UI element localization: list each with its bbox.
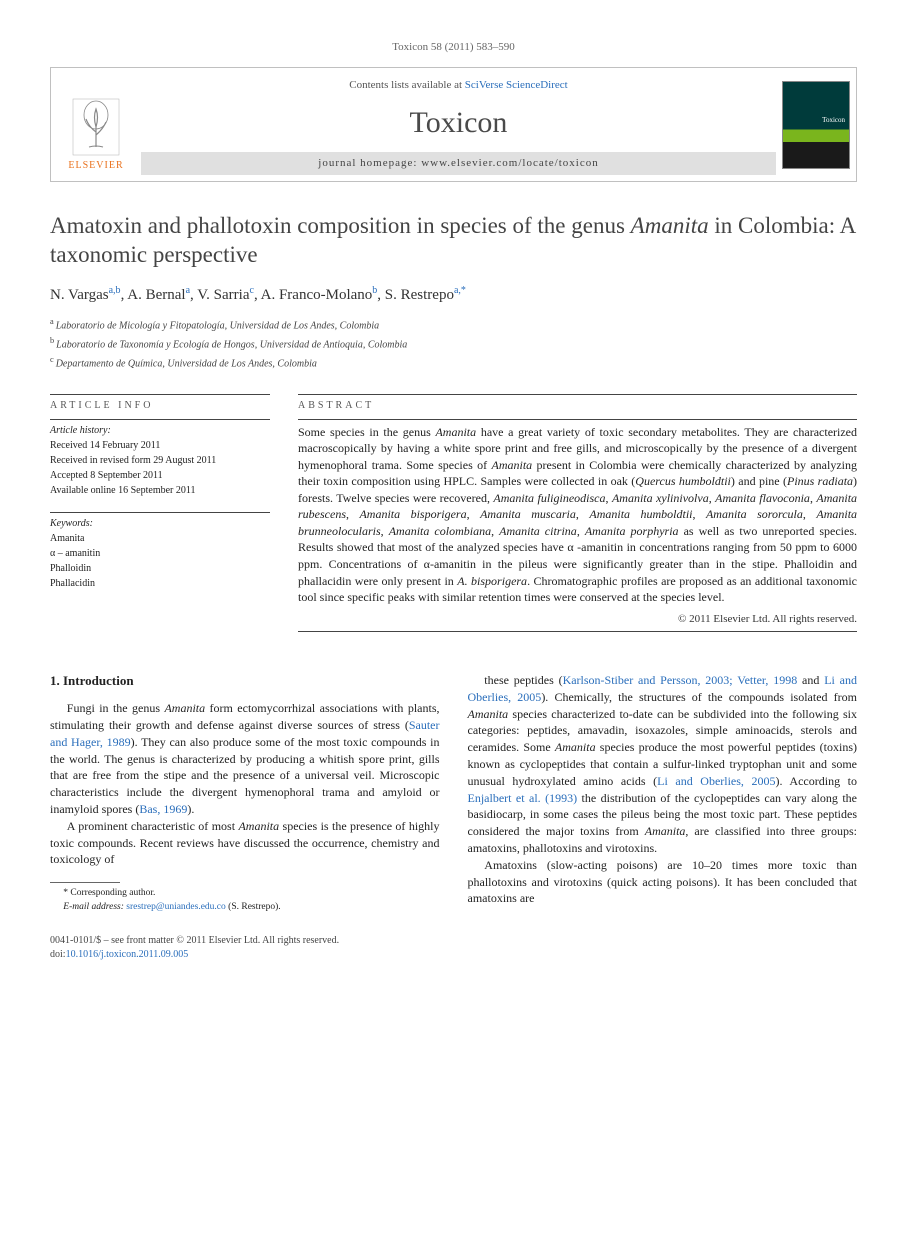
journal-header: ELSEVIER Contents lists available at Sci… <box>50 67 857 182</box>
citation-link[interactable]: Bas, 1969 <box>139 802 187 816</box>
sciencedirect-link[interactable]: SciVerse ScienceDirect <box>465 79 568 91</box>
corresponding-author-note: * Corresponding author. <box>50 887 440 900</box>
author-list: N. Vargasa,b, A. Bernala, V. Sarriac, A.… <box>50 284 857 306</box>
keywords-block: Keywords: Amanita α – amanitin Phalloidi… <box>50 517 270 591</box>
author: V. Sarriac <box>197 287 254 303</box>
journal-cover-cell <box>776 68 856 181</box>
article-title: Amatoxin and phallotoxin composition in … <box>50 212 857 270</box>
copyright-line: © 2011 Elsevier Ltd. All rights reserved… <box>298 612 857 627</box>
email-link[interactable]: srestrep@uniandes.edu.co <box>126 902 226 912</box>
abstract-text: Some species in the genus Amanita have a… <box>298 424 857 606</box>
publisher-name: ELSEVIER <box>68 159 123 173</box>
author: A. Bernala <box>127 287 190 303</box>
introduction-heading: 1. Introduction <box>50 672 440 690</box>
body-paragraph-col2-2: Amatoxins (slow-acting poisons) are 10–2… <box>468 857 858 907</box>
article-info-heading: article info <box>50 399 270 413</box>
author: A. Franco-Molanob <box>261 287 378 303</box>
affiliation: bLaboratorio de Taxonomía y Ecología de … <box>50 335 857 352</box>
publisher-logo: ELSEVIER <box>51 68 141 181</box>
affiliations: aLaboratorio de Micología y Fitopatologí… <box>50 316 857 372</box>
body-paragraph-col2-1: these peptides (Karlson-Stiber and Perss… <box>468 672 858 857</box>
citation-link[interactable]: Li and Oberlies, 2005 <box>657 774 775 788</box>
page-footer: 0041-0101/$ – see front matter © 2011 El… <box>50 934 857 962</box>
contents-available: Contents lists available at SciVerse Sci… <box>141 78 776 93</box>
journal-homepage: journal homepage: www.elsevier.com/locat… <box>141 152 776 175</box>
author: N. Vargasa,b <box>50 287 121 303</box>
intro-paragraph-2: A prominent characteristic of most Amani… <box>50 818 440 868</box>
journal-title: Toxicon <box>141 102 776 144</box>
abstract-column: abstract Some species in the genus Amani… <box>298 390 857 636</box>
article-info-column: article info Article history: Received 1… <box>50 390 270 636</box>
doi-link[interactable]: 10.1016/j.toxicon.2011.09.005 <box>66 949 189 960</box>
body-text: 1. Introduction Fungi in the genus Amani… <box>50 672 857 914</box>
citation-link[interactable]: Enjalbert et al. (1993) <box>468 791 578 805</box>
journal-cover-thumbnail <box>782 81 850 169</box>
journal-reference: Toxicon 58 (2011) 583–590 <box>50 40 857 55</box>
article-history: Article history: Received 14 February 20… <box>50 424 270 498</box>
footnote-separator <box>50 882 120 883</box>
citation-link[interactable]: Karlson-Stiber and Persson, 2003; Vetter… <box>563 673 798 687</box>
affiliation: aLaboratorio de Micología y Fitopatologí… <box>50 316 857 333</box>
abstract-heading: abstract <box>298 399 857 413</box>
email-footnote: E-mail address: srestrep@uniandes.edu.co… <box>50 901 440 914</box>
intro-paragraph-1: Fungi in the genus Amanita form ectomyco… <box>50 700 440 818</box>
elsevier-tree-icon <box>71 97 121 157</box>
author: S. Restrepoa,* <box>385 287 466 303</box>
affiliation: cDepartamento de Química, Universidad de… <box>50 354 857 371</box>
